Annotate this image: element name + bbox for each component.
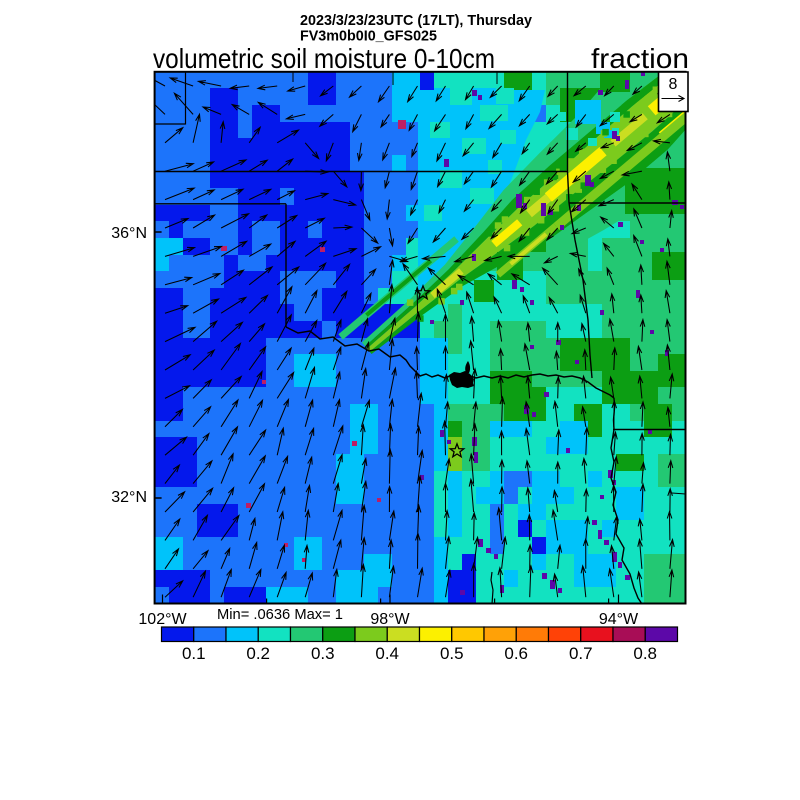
svg-text:0.4: 0.4 <box>375 644 399 663</box>
svg-text:fraction: fraction <box>591 43 689 74</box>
svg-text:Min= .0636 Max= 1: Min= .0636 Max= 1 <box>217 606 343 623</box>
svg-text:0.6: 0.6 <box>504 644 528 663</box>
svg-text:8: 8 <box>669 76 678 93</box>
svg-text:0.5: 0.5 <box>440 644 464 663</box>
svg-text:0.1: 0.1 <box>182 644 206 663</box>
svg-text:32°N: 32°N <box>111 489 147 506</box>
svg-text:36°N: 36°N <box>111 225 147 242</box>
svg-text:2023/3/23/23UTC (17LT), Thursd: 2023/3/23/23UTC (17LT), Thursday <box>300 12 533 29</box>
svg-text:0.3: 0.3 <box>311 644 335 663</box>
svg-text:0.2: 0.2 <box>246 644 270 663</box>
svg-text:98°W: 98°W <box>370 611 410 628</box>
svg-text:volumetric soil moisture 0-10c: volumetric soil moisture 0-10cm <box>153 43 495 74</box>
svg-text:94°W: 94°W <box>599 611 639 628</box>
svg-text:0.7: 0.7 <box>569 644 593 663</box>
svg-text:0.8: 0.8 <box>633 644 657 663</box>
svg-text:FV3m0b0I0_GFS025: FV3m0b0I0_GFS025 <box>300 28 437 45</box>
svg-text:102°W: 102°W <box>138 611 187 628</box>
